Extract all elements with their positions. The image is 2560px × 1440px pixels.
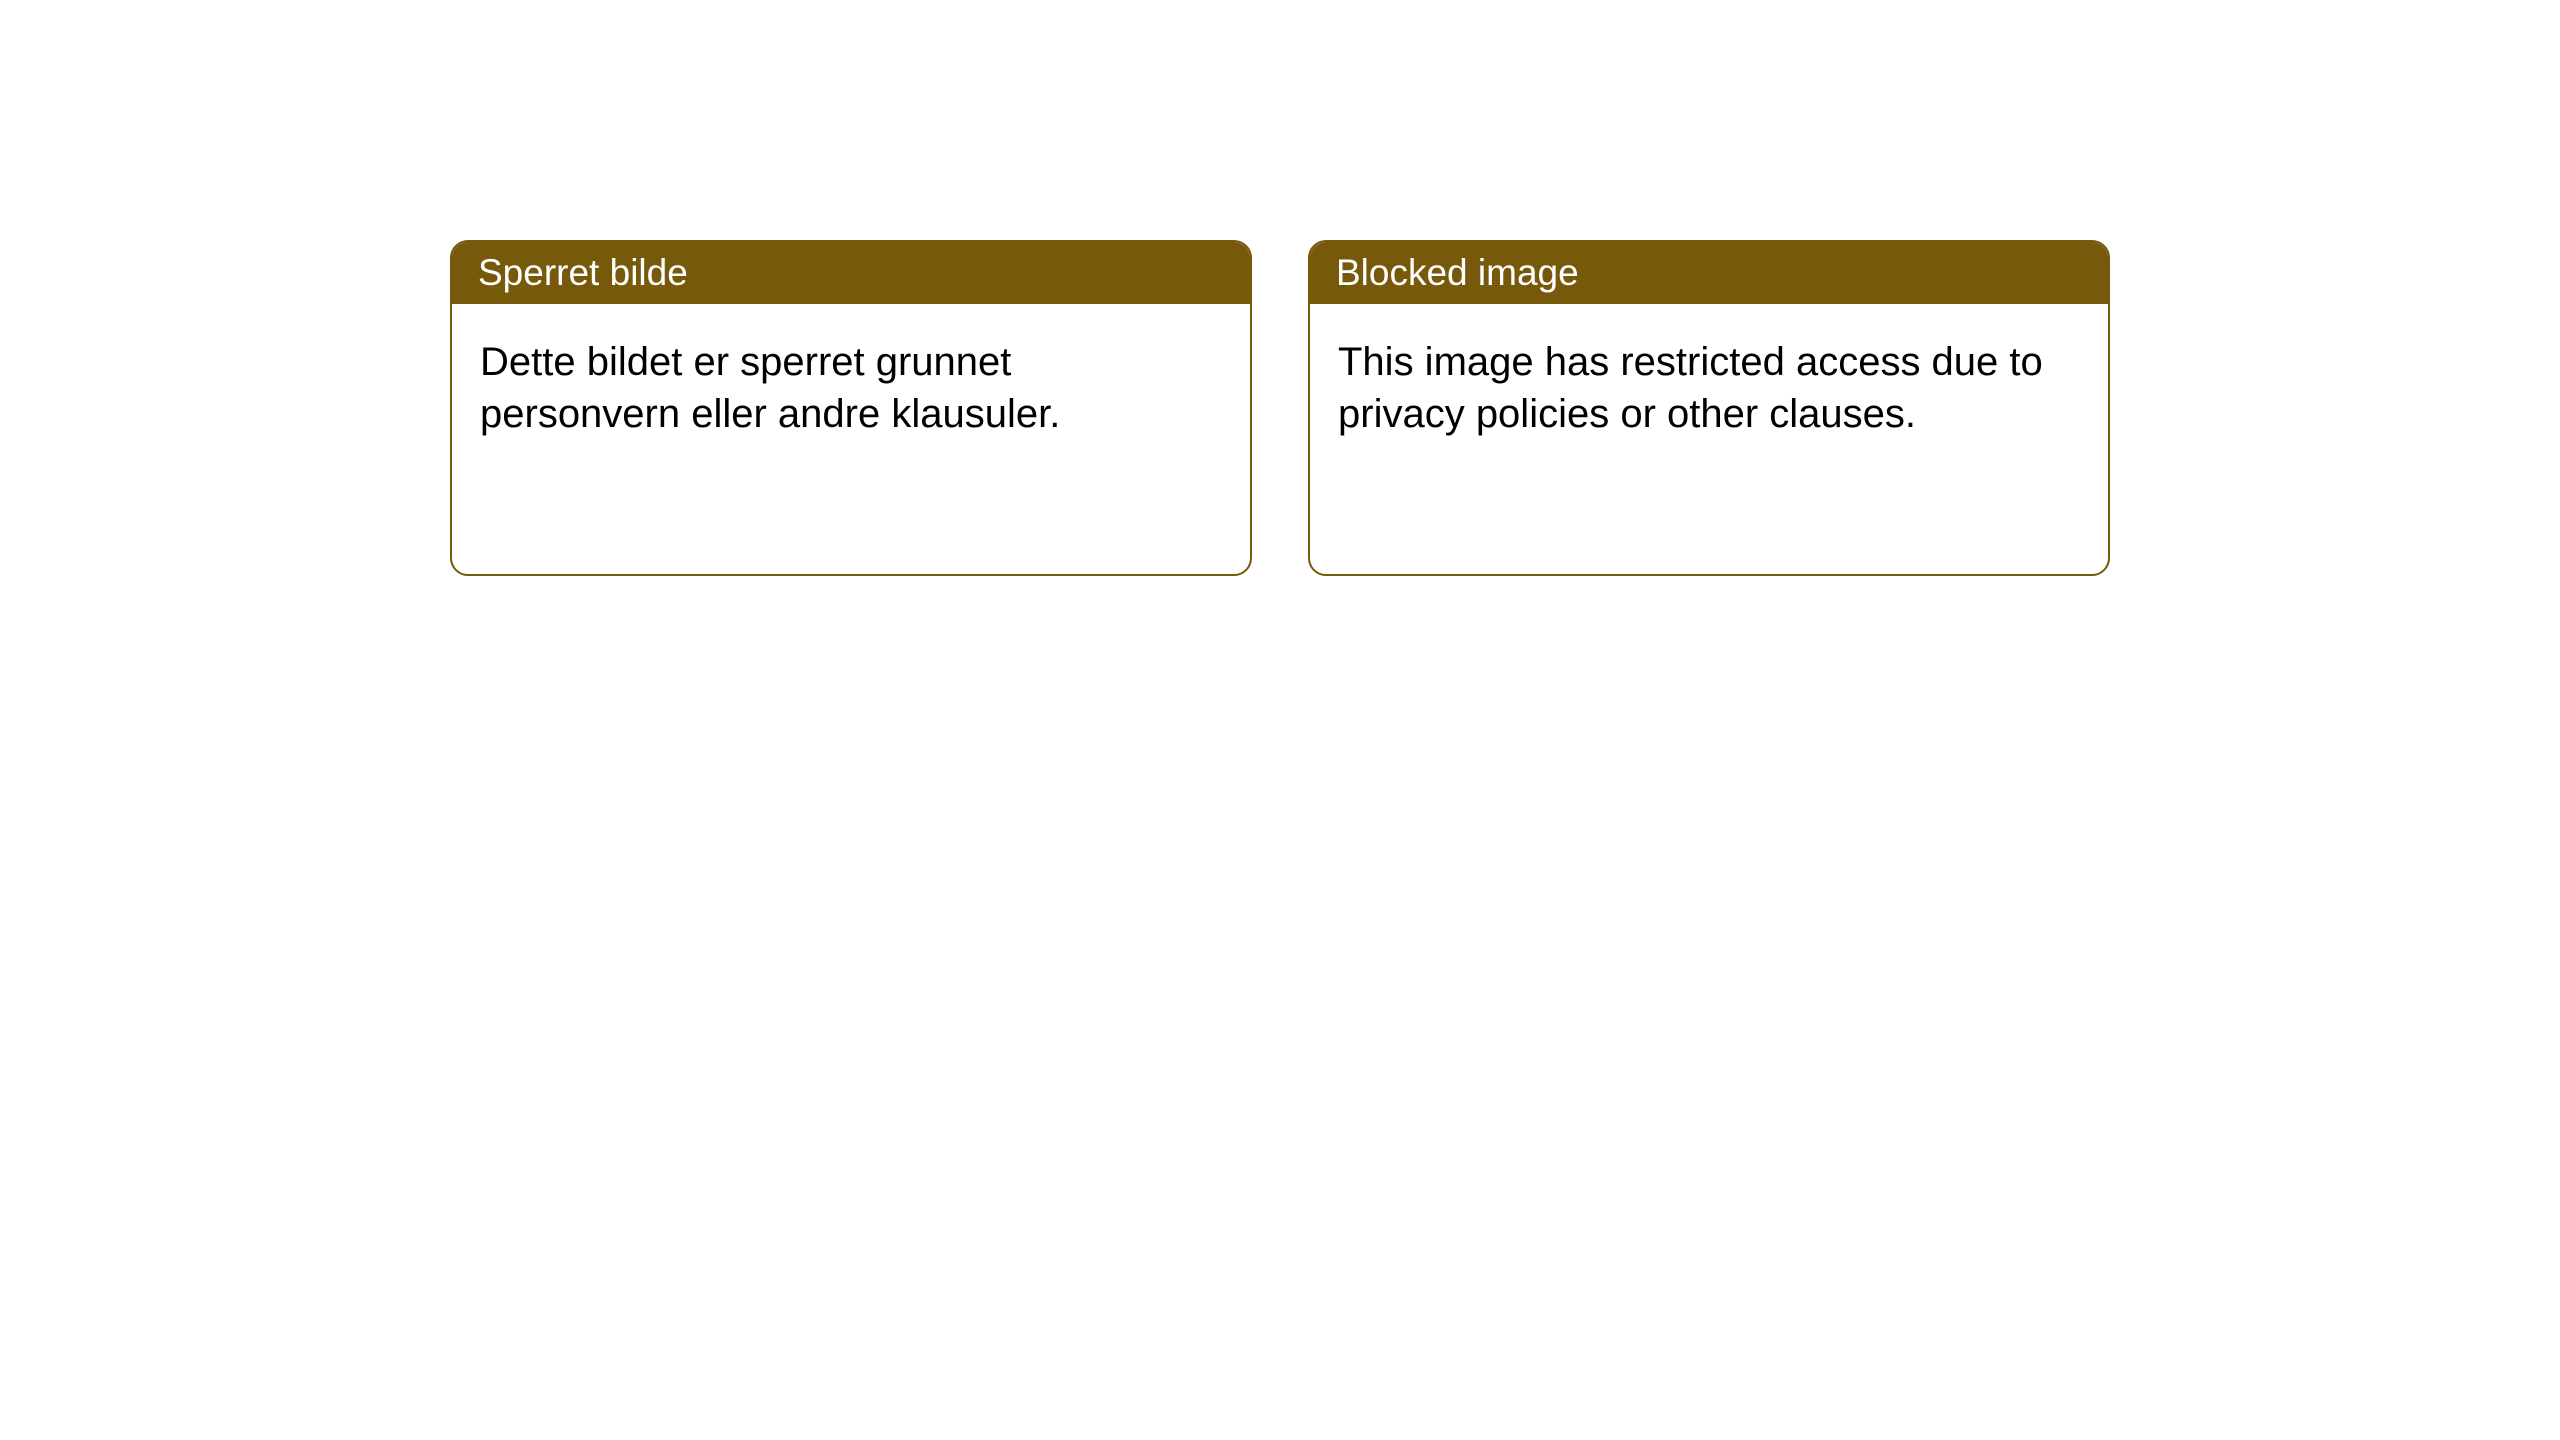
card-title: Sperret bilde xyxy=(478,252,688,293)
card-body-text: Dette bildet er sperret grunnet personve… xyxy=(480,340,1060,436)
card-body: This image has restricted access due to … xyxy=(1310,304,2108,472)
notice-container: Sperret bilde Dette bildet er sperret gr… xyxy=(0,0,2560,576)
card-header: Sperret bilde xyxy=(452,242,1250,304)
notice-card-english: Blocked image This image has restricted … xyxy=(1308,240,2110,576)
card-header: Blocked image xyxy=(1310,242,2108,304)
card-title: Blocked image xyxy=(1336,252,1579,293)
card-body: Dette bildet er sperret grunnet personve… xyxy=(452,304,1250,472)
notice-card-norwegian: Sperret bilde Dette bildet er sperret gr… xyxy=(450,240,1252,576)
card-body-text: This image has restricted access due to … xyxy=(1338,340,2043,436)
